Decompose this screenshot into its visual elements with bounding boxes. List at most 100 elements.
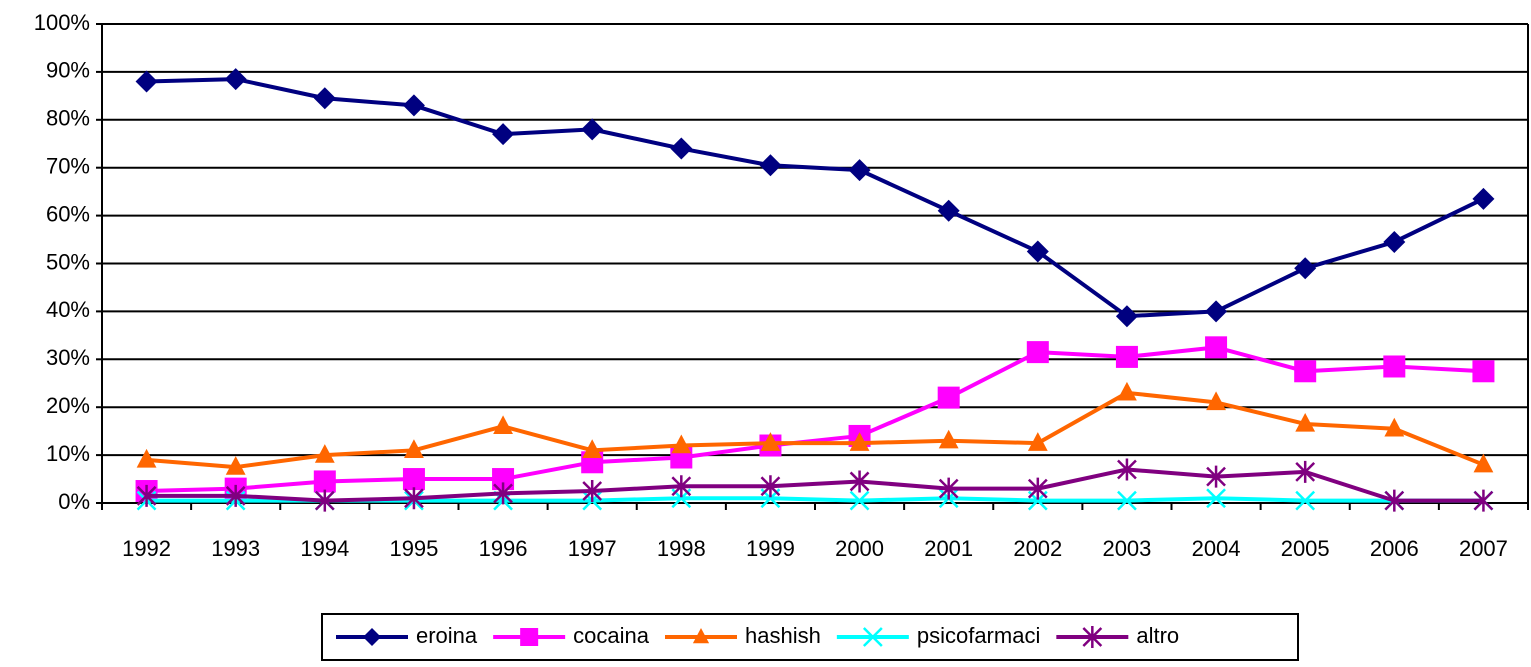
- x-tick-label: 2002: [1013, 536, 1062, 561]
- marker: [937, 199, 960, 222]
- marker: [1027, 477, 1048, 500]
- marker: [135, 70, 158, 93]
- x-tick-label: 1999: [746, 536, 795, 561]
- marker: [849, 470, 870, 493]
- marker: [670, 137, 693, 160]
- marker: [1206, 391, 1226, 411]
- series-line: [146, 390, 1485, 470]
- marker: [493, 482, 513, 505]
- x-tick-label: 1996: [479, 536, 528, 561]
- series-line: [146, 467, 1484, 503]
- marker: [1472, 360, 1495, 383]
- marker: [224, 68, 247, 91]
- marker: [938, 477, 959, 500]
- marker: [1384, 417, 1405, 437]
- y-tick-label: 80%: [46, 106, 90, 131]
- x-tick-label: 1998: [657, 536, 706, 561]
- y-tick-label: 40%: [46, 297, 90, 322]
- marker: [671, 434, 692, 454]
- marker: [1295, 412, 1316, 432]
- x-tick-label: 2003: [1102, 536, 1151, 561]
- marker: [493, 415, 513, 435]
- x-tick-label: 1992: [122, 536, 171, 561]
- marker: [136, 484, 157, 507]
- x-tick-label: 1997: [568, 536, 617, 561]
- y-tick-label: 60%: [46, 201, 90, 226]
- marker: [402, 468, 425, 491]
- y-tick-label: 10%: [46, 441, 90, 466]
- y-tick-label: 30%: [46, 345, 90, 370]
- y-tick-label: 90%: [46, 58, 90, 83]
- y-tick-label: 70%: [46, 154, 90, 179]
- marker: [1027, 432, 1048, 451]
- marker: [1117, 490, 1137, 511]
- legend-label: hashish: [745, 623, 821, 648]
- marker: [225, 456, 246, 475]
- marker: [1206, 465, 1226, 488]
- marker: [1383, 355, 1406, 378]
- x-tick-label: 1994: [300, 536, 349, 561]
- marker: [1026, 341, 1049, 364]
- marker: [313, 87, 336, 110]
- marker: [1473, 489, 1494, 512]
- marker: [1205, 336, 1228, 359]
- marker: [363, 628, 381, 646]
- marker: [760, 432, 781, 451]
- marker: [1206, 488, 1226, 509]
- legend-label: altro: [1136, 623, 1179, 648]
- marker: [1115, 305, 1138, 328]
- y-tick-label: 50%: [46, 249, 90, 274]
- marker: [1472, 187, 1495, 210]
- marker: [848, 159, 871, 182]
- marker: [1383, 230, 1406, 253]
- x-tick-label: 1993: [211, 536, 260, 561]
- marker: [1295, 490, 1316, 511]
- legend-box: [321, 613, 1299, 661]
- marker: [314, 444, 335, 463]
- marker: [402, 94, 425, 117]
- x-tick-label: 2004: [1192, 536, 1241, 561]
- x-tick-label: 1995: [389, 536, 438, 561]
- marker: [692, 628, 710, 644]
- marker: [1384, 489, 1405, 512]
- marker: [937, 386, 960, 409]
- marker: [1082, 626, 1103, 648]
- legend-label: cocaina: [573, 623, 650, 648]
- legend: eroina cocaina hashish psicofarmaci altro: [321, 613, 1299, 661]
- x-tick-label: 2000: [835, 536, 884, 561]
- marker: [520, 628, 539, 646]
- marker: [1115, 345, 1138, 368]
- marker: [1294, 257, 1317, 280]
- x-tick-label: 2001: [924, 536, 973, 561]
- marker: [582, 480, 603, 503]
- marker: [492, 468, 515, 491]
- marker: [404, 439, 424, 459]
- marker: [225, 484, 246, 507]
- y-tick-label: 0%: [58, 489, 90, 514]
- x-tick-label: 2007: [1459, 536, 1508, 561]
- marker: [136, 448, 157, 468]
- legend-label: eroina: [416, 623, 478, 648]
- marker: [938, 429, 959, 449]
- marker: [581, 118, 604, 141]
- y-tick-label: 20%: [46, 393, 90, 418]
- marker: [1205, 300, 1228, 323]
- series-line: [146, 345, 1484, 494]
- y-tick-label: 100%: [34, 10, 90, 35]
- marker: [849, 432, 870, 451]
- marker: [1295, 460, 1316, 483]
- series-line: [146, 77, 1485, 319]
- x-tick-label: 2005: [1281, 536, 1330, 561]
- marker: [759, 154, 782, 177]
- marker: [582, 439, 603, 459]
- marker: [1117, 458, 1137, 481]
- marker: [1026, 240, 1049, 263]
- marker: [492, 123, 515, 146]
- legend-label: psicofarmaci: [917, 623, 1040, 648]
- marker: [1294, 360, 1317, 383]
- marker: [1473, 453, 1494, 473]
- marker: [404, 487, 424, 510]
- marker: [760, 475, 781, 498]
- marker: [1117, 381, 1137, 401]
